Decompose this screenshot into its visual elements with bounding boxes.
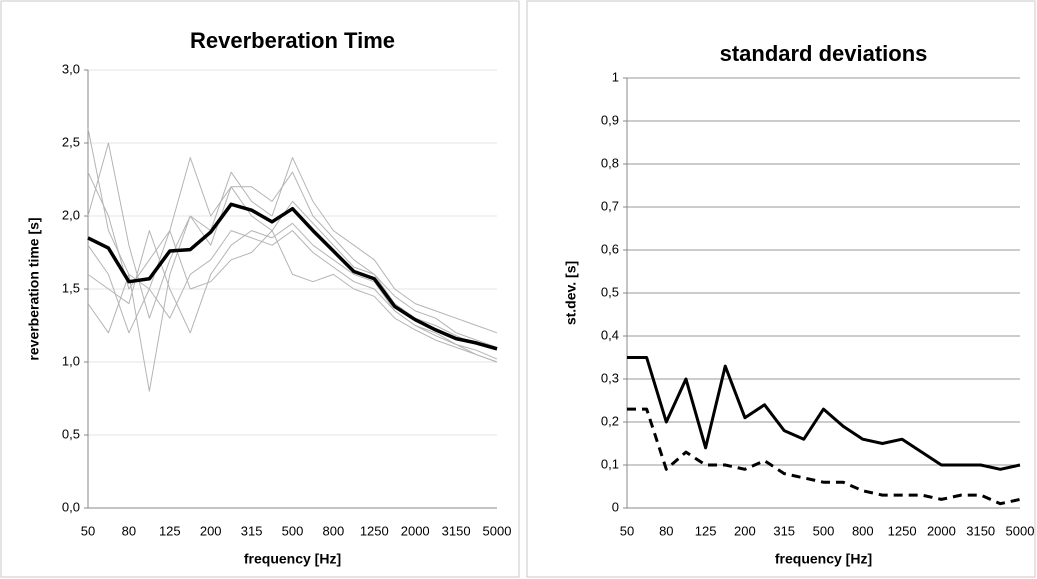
y-tick-label: 0,0 [62, 499, 80, 514]
x-tick-label: 5000 [483, 523, 512, 538]
x-tick-label: 80 [659, 523, 673, 538]
x-tick-label: 125 [159, 523, 181, 538]
y-tick-label: 1 [612, 69, 619, 84]
data-line [627, 407, 1021, 506]
x-tick-label: 800 [323, 523, 345, 538]
y-tick-label: 0,6 [601, 241, 619, 256]
chart-title: standard deviations [720, 41, 928, 66]
y-tick-label: 0,5 [601, 284, 619, 299]
y-tick-label: 0,5 [62, 426, 80, 441]
x-tick-label: 3150 [966, 523, 995, 538]
y-tick-label: 2,0 [62, 207, 80, 222]
x-tick-label: 315 [773, 523, 795, 538]
x-tick-label: 200 [200, 523, 222, 538]
x-tick-label: 5000 [1006, 523, 1035, 538]
x-axis-title: frequency [Hz] [775, 551, 872, 567]
y-tick-label: 0,9 [601, 112, 619, 127]
x-tick-label: 2000 [401, 523, 430, 538]
y-tick-label: 1,0 [62, 353, 80, 368]
y-tick-label: 0,2 [601, 413, 619, 428]
x-tick-label: 500 [282, 523, 304, 538]
data-line [87, 157, 498, 348]
panel-frame [526, 0, 1036, 578]
x-tick-label: 500 [813, 523, 835, 538]
x-tick-label: 80 [122, 523, 136, 538]
data-line [87, 142, 498, 351]
y-tick-label: 2,5 [62, 134, 80, 149]
data-line [87, 128, 498, 392]
y-axis-title: st.dev. [s] [563, 261, 579, 325]
y-tick-label: 0,1 [601, 456, 619, 471]
x-tick-label: 1250 [888, 523, 917, 538]
data-line [87, 222, 498, 363]
x-tick-label: 315 [241, 523, 263, 538]
data-line [87, 230, 498, 363]
x-tick-label: 3150 [442, 523, 471, 538]
y-tick-label: 3,0 [62, 61, 80, 76]
y-tick-label: 0,3 [601, 370, 619, 385]
x-tick-label: 50 [81, 523, 95, 538]
x-tick-label: 2000 [927, 523, 956, 538]
panel-frame [0, 0, 520, 578]
y-axis-title: reverberation time [s] [26, 217, 42, 360]
chart-title: Reverberation Time [190, 28, 395, 53]
x-tick-label: 200 [734, 523, 756, 538]
y-tick-label: 1,5 [62, 280, 80, 295]
data-line [627, 356, 1021, 471]
data-line [87, 202, 498, 351]
y-tick-label: 0,8 [601, 155, 619, 170]
x-tick-label: 1250 [360, 523, 389, 538]
y-tick-label: 0 [612, 499, 619, 514]
y-tick-label: 0,7 [601, 198, 619, 213]
y-tick-label: 0,4 [601, 327, 619, 342]
x-tick-label: 800 [852, 523, 874, 538]
x-tick-label: 125 [695, 523, 717, 538]
x-axis-title: frequency [Hz] [244, 551, 341, 567]
x-tick-label: 50 [620, 523, 634, 538]
